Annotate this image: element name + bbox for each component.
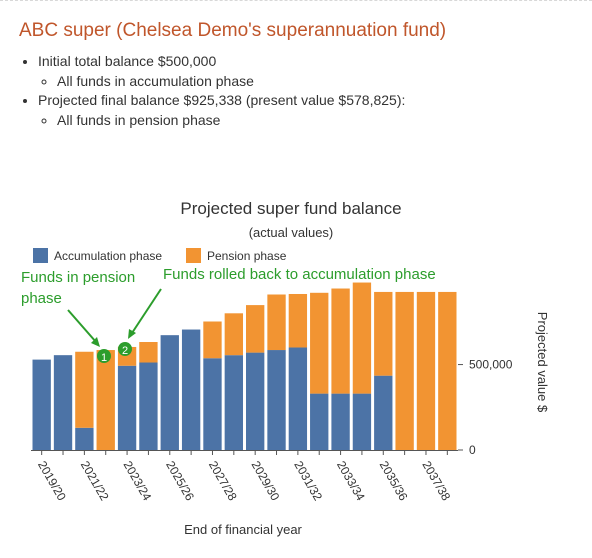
bar-pension-2024-25 (139, 342, 158, 363)
annotations: Funds in pension phase Funds rolled back… (21, 266, 436, 364)
chart-subtitle: (actual values) (249, 225, 334, 240)
bar-pension-2027-28 (203, 321, 222, 359)
bar-accumulation-2026-27 (181, 329, 201, 450)
x-tick-label: 2033/34 (334, 459, 368, 504)
annotation-left-line2: phase (21, 290, 62, 307)
bar-pension-2031-32 (288, 293, 308, 348)
marker-1 (97, 349, 111, 363)
marker-1-label: 1 (101, 352, 107, 364)
y-tick-label: 0 (469, 443, 476, 457)
bar-pension-2032-33 (310, 292, 329, 394)
bar-pension-2033-34 (331, 288, 350, 394)
bar-pension-2030-31 (267, 294, 286, 351)
top-divider (0, 0, 592, 1)
x-axis-label: End of financial year (184, 522, 302, 537)
initial-phase-text: All funds in accumulation phase (57, 73, 254, 89)
x-tick-label: 2029/30 (249, 459, 283, 504)
legend-swatch-pension (186, 248, 201, 263)
bar-pension-2038-39 (438, 291, 457, 450)
bar-accumulation-2029-30 (246, 352, 265, 450)
legend-label-accumulation: Accumulation phase (54, 249, 162, 263)
x-tick-label: 2037/38 (419, 459, 453, 504)
bar-pension-2034-35 (352, 282, 372, 394)
bar-pension-2036-37 (395, 291, 414, 450)
legend-swatch-accumulation (33, 248, 48, 263)
final-phase-text: All funds in pension phase (57, 112, 221, 128)
bar-pension-2029-30 (246, 305, 265, 353)
annotation-arrow-right (131, 288, 162, 334)
bar-accumulation-2023-24 (117, 365, 137, 450)
bar-accumulation-2025-26 (160, 335, 179, 450)
bar-accumulation-2035-36 (374, 375, 393, 450)
bar-accumulation-2027-28 (203, 358, 222, 450)
x-tick-label: 2027/28 (206, 459, 240, 504)
annotation-right: Funds rolled back to accumulation phase (163, 266, 436, 283)
summary-subitem-initial: All funds in accumulation phase (57, 71, 405, 91)
bar-accumulation-2019-20 (32, 359, 51, 450)
bar-accumulation-2032-33 (310, 393, 329, 450)
x-tick-label: 2025/26 (163, 459, 197, 504)
annotation-arrowhead-right (128, 329, 136, 339)
page-title: ABC super (Chelsea Demo's superannuation… (19, 20, 447, 41)
summary-item-final: Projected final balance $925,338 (presen… (38, 91, 405, 130)
annotation-arrow-left (67, 309, 97, 343)
bar-accumulation-2033-34 (331, 393, 350, 450)
y-axis: 0 500,000 (458, 358, 513, 457)
initial-balance-text: Initial total balance $500,000 (38, 53, 217, 69)
bar-accumulation-2031-32 (288, 347, 308, 450)
bar-accumulation-2021-22 (75, 427, 94, 450)
annotation-left-line1: Funds in pension (21, 269, 135, 286)
x-tick-label: 2031/32 (291, 459, 325, 504)
bars-group (32, 282, 457, 450)
marker-2 (118, 342, 132, 356)
bar-pension-2028-29 (224, 313, 243, 356)
summary-item-initial: Initial total balance $500,000 All funds… (38, 52, 405, 91)
bar-pension-2037-38 (416, 291, 436, 450)
bar-accumulation-2034-35 (352, 393, 372, 450)
bar-pension-2021-22 (75, 351, 94, 428)
x-tick-label: 2019/20 (35, 459, 69, 504)
bar-pension-2035-36 (374, 291, 393, 376)
legend-label-pension: Pension phase (207, 249, 287, 263)
y-tick-label: 500,000 (469, 358, 513, 372)
bar-accumulation-2030-31 (267, 350, 286, 450)
chart-title: Projected super fund balance (180, 199, 401, 218)
bar-accumulation-2020-21 (53, 355, 73, 450)
summary-subitem-final: All funds in pension phase (57, 110, 405, 130)
final-balance-text: Projected final balance $925,338 (presen… (38, 92, 406, 108)
bar-accumulation-2024-25 (139, 362, 158, 450)
summary-list: Initial total balance $500,000 All funds… (19, 52, 405, 130)
marker-2-label: 2 (122, 345, 128, 357)
bar-accumulation-2028-29 (224, 355, 243, 450)
x-tick-label: 2035/36 (377, 459, 411, 504)
x-axis: 2019/20 2021/22 2023/24 2025/26 2027/28 2029/… (31, 450, 458, 503)
x-tick-label: 2023/24 (120, 459, 154, 504)
y-axis-label: Projected value $ (535, 312, 550, 413)
annotation-arrowhead-left (91, 337, 100, 347)
bar-pension-2022-23 (96, 350, 115, 450)
x-tick-label: 2021/22 (78, 459, 112, 504)
chart-legend: Accumulation phase Pension phase (33, 248, 287, 263)
